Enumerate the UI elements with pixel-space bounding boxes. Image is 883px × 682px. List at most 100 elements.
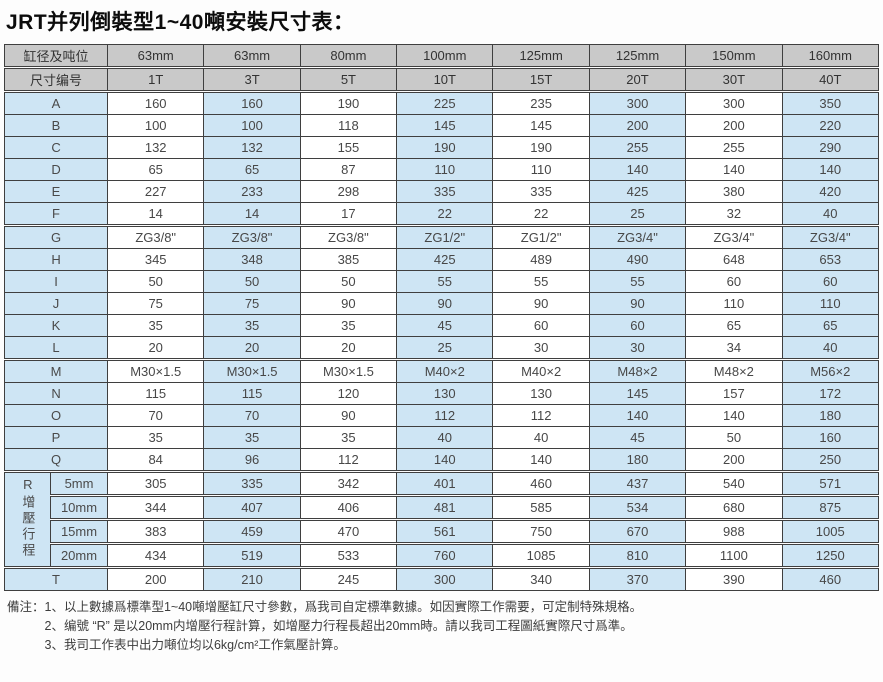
value-cell: 20 [203, 336, 301, 360]
value-cell: 383 [107, 518, 205, 544]
header-col: 1T [107, 66, 205, 92]
row-label: N [3, 382, 109, 405]
value-cell: 130 [396, 382, 494, 405]
header-col: 20T [588, 66, 687, 92]
value-cell: 90 [396, 292, 494, 315]
value-cell: M48×2 [685, 358, 783, 383]
value-cell: 1250 [781, 542, 880, 568]
row-label: G [3, 224, 109, 249]
value-cell: 34 [685, 336, 783, 360]
table-row: T 200 210 245 300 340 370 390 460 [3, 566, 880, 591]
value-cell: 30 [492, 336, 590, 360]
table-row: G ZG3/8" ZG3/8" ZG3/8" ZG1/2" ZG1/2" ZG3/4" ZG3… [3, 224, 880, 249]
value-cell: 810 [588, 542, 687, 568]
value-cell: 60 [685, 270, 783, 293]
value-cell: 390 [685, 566, 783, 591]
value-cell: 25 [588, 202, 687, 226]
header-row: 尺寸编号 1T 3T 5T 10T 15T 20T 30T 40T [3, 66, 880, 92]
value-cell: 22 [492, 202, 590, 226]
value-cell: 112 [299, 448, 398, 472]
r-section-row: 10mm 344 407 406 481 585 534 680 875 [5, 494, 880, 520]
value-cell: 50 [685, 426, 783, 449]
value-cell: 344 [107, 494, 205, 520]
value-cell: 571 [781, 470, 880, 496]
r-section-row: 20mm 434 519 533 760 1085 810 1100 1250 [5, 542, 880, 568]
value-cell: 670 [588, 518, 687, 544]
value-cell: ZG3/8" [107, 224, 205, 249]
value-cell: 75 [107, 292, 205, 315]
value-cell: ZG3/4" [588, 224, 687, 249]
table-row: E 227 233 298 335 335 425 380 420 [3, 180, 880, 203]
value-cell: 145 [492, 114, 590, 137]
table-row: C 132 132 155 190 190 255 255 290 [3, 136, 880, 159]
value-cell: 110 [685, 292, 783, 315]
table-row: A 160 160 190 225 235 300 300 350 [3, 90, 880, 115]
value-cell: 490 [588, 248, 687, 271]
value-cell: 348 [203, 248, 301, 271]
value-cell: M40×2 [492, 358, 590, 383]
value-cell: 84 [107, 448, 205, 472]
note-item: 1、以上數據爲標準型1~40噸增壓缸尺寸參數，爲我司自定標準數據。如因實際工作需… [44, 600, 643, 614]
value-cell: 534 [588, 494, 687, 520]
row-label: E [3, 180, 109, 203]
value-cell: 750 [492, 518, 590, 544]
value-cell: 14 [203, 202, 301, 226]
value-cell: 345 [107, 248, 205, 271]
value-cell: ZG3/4" [781, 224, 880, 249]
table-row: B 100 100 118 145 145 200 200 220 [3, 114, 880, 137]
value-cell: 90 [588, 292, 687, 315]
value-cell: 1085 [492, 542, 590, 568]
value-cell: 160 [107, 90, 205, 115]
value-cell: 648 [685, 248, 783, 271]
value-cell: 425 [588, 180, 687, 203]
value-cell: 227 [107, 180, 205, 203]
table-row: Q 84 96 112 140 140 180 200 250 [3, 448, 880, 472]
value-cell: 300 [685, 90, 783, 115]
value-cell: 160 [781, 426, 880, 449]
value-cell: 50 [107, 270, 205, 293]
value-cell: 172 [781, 382, 880, 405]
row-label: O [3, 404, 109, 427]
value-cell: 519 [203, 542, 301, 568]
header-col: 125mm [588, 44, 687, 68]
value-cell: 145 [588, 382, 687, 405]
value-cell: 255 [588, 136, 687, 159]
value-cell: 35 [203, 426, 301, 449]
value-cell: 40 [492, 426, 590, 449]
value-cell: 140 [396, 448, 494, 472]
value-cell: M30×1.5 [107, 358, 205, 383]
value-cell: 110 [492, 158, 590, 181]
value-cell: 220 [781, 114, 880, 137]
value-cell: 190 [396, 136, 494, 159]
value-cell: 140 [685, 158, 783, 181]
notes-items: 1、以上數據爲標準型1~40噸增壓缸尺寸參數，爲我司自定標準數據。如因實際工作需… [45, 598, 643, 655]
header-col: 80mm [299, 44, 398, 68]
value-cell: 55 [588, 270, 687, 293]
value-cell: 300 [588, 90, 687, 115]
value-cell: 145 [396, 114, 494, 137]
value-cell: 437 [588, 470, 687, 496]
r-sub-label: 15mm [49, 518, 109, 544]
value-cell: 460 [781, 566, 880, 591]
r-sub-label: 10mm [49, 494, 109, 520]
value-cell: 140 [588, 404, 687, 427]
value-cell: 40 [396, 426, 494, 449]
value-cell: 407 [203, 494, 301, 520]
table-row: L 20 20 20 25 30 30 34 40 [3, 336, 880, 360]
table-row: O 70 70 90 112 112 140 140 180 [3, 404, 880, 427]
value-cell: 90 [299, 404, 398, 427]
value-cell: 340 [492, 566, 590, 591]
value-cell: 75 [203, 292, 301, 315]
value-cell: 50 [203, 270, 301, 293]
value-cell: 35 [299, 426, 398, 449]
table-row: H 345 348 385 425 489 490 648 653 [3, 248, 880, 271]
value-cell: 45 [396, 314, 494, 337]
row-label: M [3, 358, 109, 383]
value-cell: 235 [492, 90, 590, 115]
value-cell: 35 [299, 314, 398, 337]
value-cell: 160 [203, 90, 301, 115]
value-cell: 132 [107, 136, 205, 159]
value-cell: 35 [107, 426, 205, 449]
notes: 備注： 1、以上數據爲標準型1~40噸增壓缸尺寸參數，爲我司自定標準數據。如因實… [4, 598, 879, 655]
value-cell: 290 [781, 136, 880, 159]
